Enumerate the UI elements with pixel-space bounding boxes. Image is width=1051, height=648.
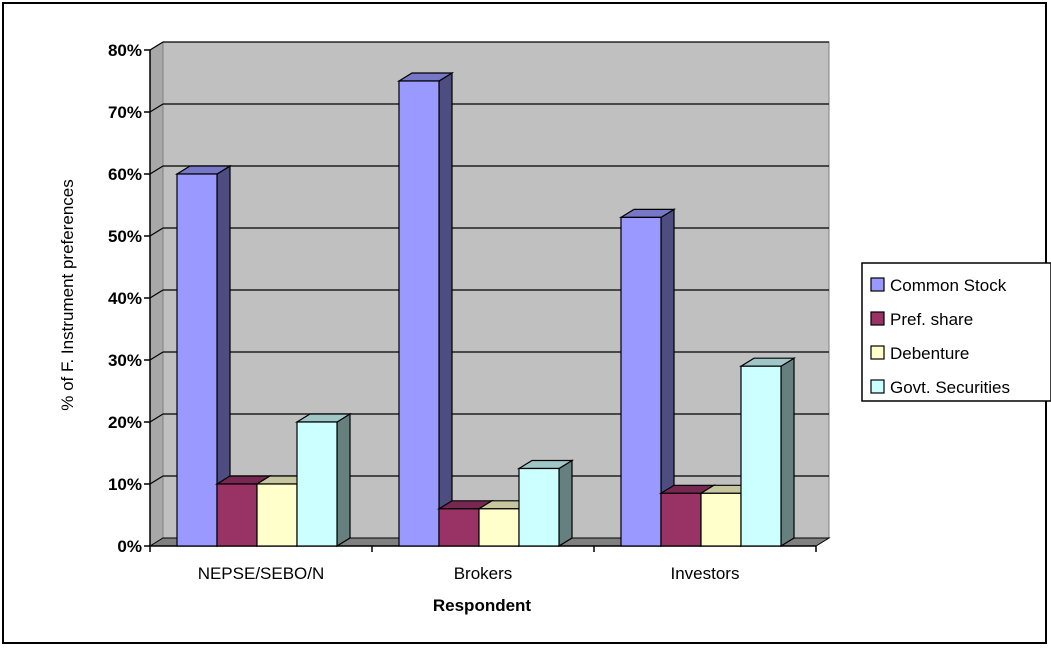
- y-tick-label: 30%: [108, 351, 142, 370]
- legend-label: Govt. Securities: [890, 378, 1010, 397]
- x-tick-labels: NEPSE/SEBO/N Brokers Investors: [198, 564, 740, 583]
- y-tick-labels: 0% 10% 20% 30% 40% 50% 60% 70% 80%: [108, 41, 142, 556]
- bar-common-stock: [174, 164, 233, 548]
- x-axis-title: Respondent: [433, 596, 532, 615]
- y-axis-title: % of F. Instrument preferences: [58, 179, 77, 411]
- bar-front: [398, 80, 440, 547]
- legend-swatch: [870, 345, 885, 360]
- bar-front: [620, 216, 662, 547]
- legend-box: [861, 262, 1051, 402]
- gridline-side: [149, 165, 164, 175]
- bar-common-stock: [396, 71, 455, 548]
- bars: [174, 71, 797, 548]
- gridline-side: [149, 227, 164, 237]
- bar-side: [438, 71, 453, 548]
- bar-front: [518, 467, 560, 547]
- gridline-side: [149, 351, 164, 361]
- y-tick-label: 60%: [108, 165, 142, 184]
- plot-walls: [148, 41, 831, 547]
- bar-front: [256, 483, 298, 547]
- x-tick-label: Brokers: [454, 564, 513, 583]
- x-tick-label: Investors: [671, 564, 740, 583]
- bar-side: [780, 357, 795, 548]
- bar-side: [558, 459, 573, 548]
- bar-govt-securities: [294, 412, 353, 548]
- legend: Common Stock Pref. share Debenture Govt. Se…: [861, 262, 1051, 402]
- legend-label: Pref. share: [890, 310, 973, 329]
- y-tick-label: 80%: [108, 41, 142, 60]
- bar-common-stock: [618, 208, 677, 548]
- legend-label: Debenture: [890, 344, 969, 363]
- gridline-side: [149, 289, 164, 299]
- bar-front: [176, 173, 218, 547]
- bar-govt-securities: [738, 357, 797, 548]
- bar-front: [700, 492, 742, 547]
- gridline-side: [149, 475, 164, 485]
- y-tick-label: 0%: [117, 537, 142, 556]
- bar-side: [336, 412, 351, 548]
- bar-front: [438, 508, 480, 547]
- legend-swatch: [870, 379, 885, 394]
- legend-label: Common Stock: [890, 276, 1007, 295]
- gridline-side: [149, 413, 164, 423]
- bar-front: [740, 365, 782, 547]
- gridline-side: [149, 103, 164, 113]
- y-tick-label: 40%: [108, 289, 142, 308]
- bar-front: [660, 492, 702, 547]
- y-tick-label: 20%: [108, 413, 142, 432]
- y-tick-label: 70%: [108, 103, 142, 122]
- y-tick-label: 10%: [108, 475, 142, 494]
- legend-swatch: [870, 277, 885, 292]
- legend-swatch: [870, 311, 885, 326]
- x-tick-label: NEPSE/SEBO/N: [198, 564, 325, 583]
- gridline-side: [149, 41, 164, 51]
- bar-front: [478, 508, 520, 547]
- bar-front: [296, 421, 338, 547]
- bar-govt-securities: [516, 459, 575, 548]
- y-tick-label: 50%: [108, 227, 142, 246]
- bar-front: [216, 483, 258, 547]
